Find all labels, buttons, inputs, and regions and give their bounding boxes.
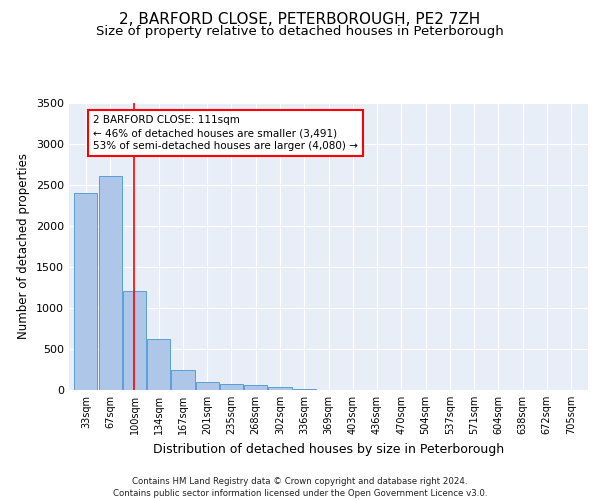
Text: 2 BARFORD CLOSE: 111sqm
← 46% of detached houses are smaller (3,491)
53% of semi: 2 BARFORD CLOSE: 111sqm ← 46% of detache…	[93, 115, 358, 151]
Bar	[74, 193, 97, 390]
Text: Contains HM Land Registry data © Crown copyright and database right 2024.
Contai: Contains HM Land Registry data © Crown c…	[113, 476, 487, 498]
Text: 2, BARFORD CLOSE, PETERBOROUGH, PE2 7ZH: 2, BARFORD CLOSE, PETERBOROUGH, PE2 7ZH	[119, 12, 481, 28]
Bar	[268, 386, 292, 390]
Bar	[293, 389, 316, 390]
Y-axis label: Number of detached properties: Number of detached properties	[17, 153, 31, 340]
Bar	[172, 370, 194, 390]
Bar	[123, 292, 146, 390]
Bar	[147, 339, 170, 390]
Text: Size of property relative to detached houses in Peterborough: Size of property relative to detached ho…	[96, 25, 504, 38]
Bar	[244, 385, 267, 390]
Bar	[196, 382, 219, 390]
X-axis label: Distribution of detached houses by size in Peterborough: Distribution of detached houses by size …	[153, 442, 504, 456]
Bar	[99, 176, 122, 390]
Bar	[220, 384, 243, 390]
